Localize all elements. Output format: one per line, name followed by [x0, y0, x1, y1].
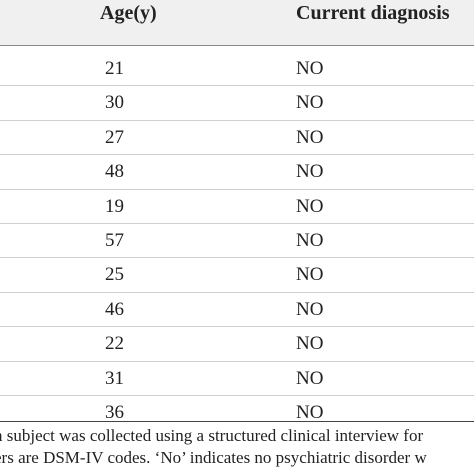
table-footnote-line-1: n subject was collected using a structur… — [0, 426, 424, 445]
table-row: 25 NO — [0, 258, 474, 293]
age-cell: 25 — [105, 264, 124, 286]
diagnosis-cell: NO — [296, 298, 324, 320]
table-row: 22 NO — [0, 327, 474, 362]
diagnosis-cell: NO — [296, 229, 324, 251]
diagnosis-cell: NO — [296, 92, 324, 114]
table-header: Age(y) Current diagnosis — [0, 0, 474, 46]
table-row: 31 NO — [0, 362, 474, 396]
table-bottom-rule — [0, 421, 474, 422]
table-row: 48 NO — [0, 155, 474, 190]
table-footnote-line-2: ers are DSM-IV codes. ‘No’ indicates no … — [0, 448, 427, 467]
diagnosis-cell: NO — [296, 161, 324, 183]
age-cell: 22 — [105, 333, 124, 355]
age-cell: 31 — [105, 367, 124, 389]
table-row: 57 NO — [0, 224, 474, 259]
table-row: 19 NO — [0, 190, 474, 224]
table-row: 36 NO — [0, 396, 474, 430]
diagnosis-cell: NO — [296, 367, 324, 389]
table-row: 30 NO — [0, 86, 474, 121]
age-cell: 27 — [105, 126, 124, 148]
age-cell: 57 — [105, 229, 124, 251]
table-row: 21 NO — [0, 52, 474, 87]
diagnosis-cell: NO — [296, 333, 324, 355]
diagnosis-cell: NO — [296, 195, 324, 217]
age-cell: 36 — [105, 401, 124, 423]
column-header-current-diagnosis: Current diagnosis — [296, 2, 450, 24]
diagnosis-cell: NO — [296, 58, 324, 79]
diagnosis-cell: NO — [296, 401, 324, 423]
table-row: 27 NO — [0, 121, 474, 156]
age-cell: 30 — [105, 92, 124, 114]
diagnosis-cell: NO — [296, 264, 324, 286]
age-cell: 21 — [105, 58, 124, 79]
table-body: 21 NO 30 NO 27 NO 48 NO 19 NO 57 NO 25 NO 46 NO 22 NO 31 NO… — [0, 52, 474, 430]
column-header-age: Age(y) — [100, 2, 157, 24]
table-row: 46 NO — [0, 293, 474, 328]
age-cell: 46 — [105, 298, 124, 320]
age-cell: 48 — [105, 161, 124, 183]
diagnosis-cell: NO — [296, 126, 324, 148]
age-cell: 19 — [105, 195, 124, 217]
